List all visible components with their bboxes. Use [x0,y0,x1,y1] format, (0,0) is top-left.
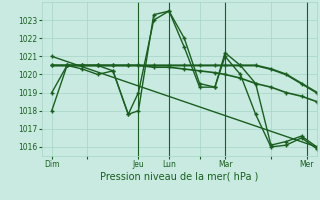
X-axis label: Pression niveau de la mer( hPa ): Pression niveau de la mer( hPa ) [100,172,258,182]
